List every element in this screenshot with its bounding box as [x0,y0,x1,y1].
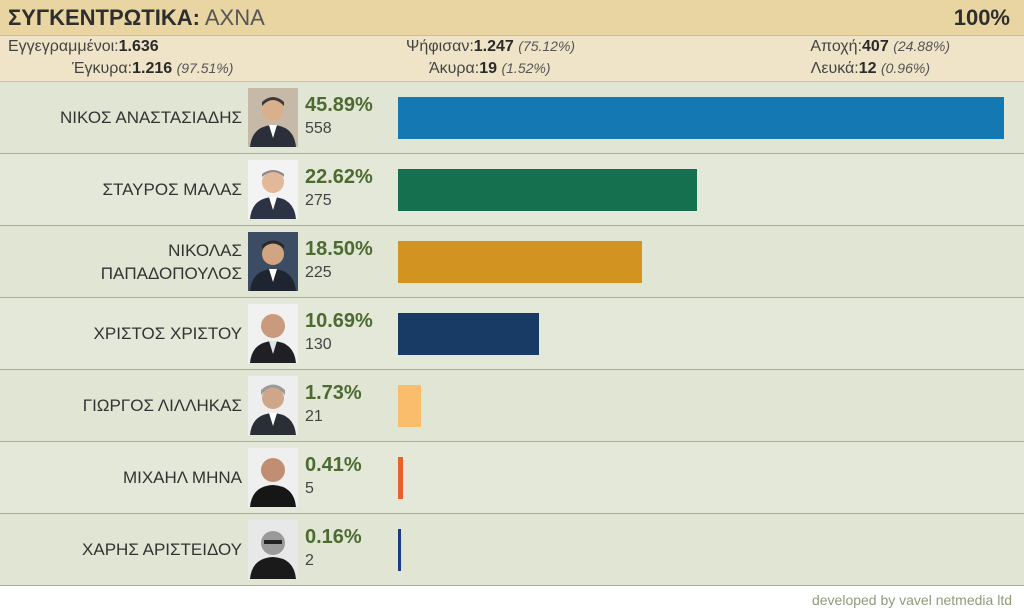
candidate-bar [398,169,697,211]
candidate-percentage: 10.69% [305,310,373,332]
valid-pct: (97.51%) [176,60,234,76]
abstention-value: 407 [862,38,889,55]
stat-registered: Εγγεγραμμένοι:1.636 [8,38,159,56]
candidate-name: ΓΙΩΡΓΟΣ ΛΙΛΛΗΚΑΣ [82,396,242,415]
candidate-name: ΧΡΙΣΤΟΣ ΧΡΙΣΤΟΥ [93,324,242,343]
candidate-votes: 130 [305,336,332,353]
candidate-percentage: 1.73% [305,382,362,404]
candidate-name: ΣΤΑΥΡΟΣ ΜΑΛΑΣ [102,180,242,199]
blank-label: Λευκά: [810,60,859,77]
candidate-votes: 21 [305,408,323,425]
candidate-name: ΝΙΚΟΛΑΣ ΠΑΠΑΔΟΠΟΥΛΟΣ [100,240,242,283]
candidate-row: ΧΑΡΗΣ ΑΡΙΣΤΕΙΔΟΥ 0.16% 2 [0,514,1024,586]
developer-credit: developed by vavel netmedia ltd [811,592,1012,608]
registered-value: 1.636 [118,38,159,55]
candidate-name: ΝΙΚΟΣ ΑΝΑΣΤΑΣΙΑΔΗΣ [60,108,242,127]
candidate-results: ΝΙΚΟΣ ΑΝΑΣΤΑΣΙΑΔΗΣ 45.89% 558 ΣΤΑΥΡΟΣ ΜΑ… [0,82,1024,586]
candidate-photo [248,88,298,147]
valid-label: Έγκυρα: [72,60,133,77]
candidate-votes: 5 [305,480,314,497]
candidate-bar [398,241,643,283]
stat-voted: Ψήφισαν:1.247 (75.12%) [406,38,575,56]
page-title: ΣΥΓΚΕΝΤΡΩΤΙΚΑ: ΑΧΝΑ [8,5,265,31]
candidate-photo [248,160,298,219]
candidate-percentage: 22.62% [305,166,373,188]
stat-abstention: Αποχή:407 (24.88%) [810,38,950,56]
candidate-row: ΝΙΚΟΣ ΑΝΑΣΤΑΣΙΑΔΗΣ 45.89% 558 [0,82,1024,154]
candidate-bar [398,529,401,571]
candidate-votes: 558 [305,120,332,137]
title-label: ΣΥΓΚΕΝΤΡΩΤΙΚΑ: [8,5,200,30]
turnout-stats: Εγγεγραμμένοι:1.636 Ψήφισαν:1.247 (75.12… [0,36,1024,82]
region-name: ΑΧΝΑ [204,5,265,30]
results-header: ΣΥΓΚΕΝΤΡΩΤΙΚΑ: ΑΧΝΑ 100% [0,0,1024,36]
candidate-photo [248,448,298,507]
candidate-votes: 2 [305,552,314,569]
candidate-row: ΝΙΚΟΛΑΣ ΠΑΠΑΔΟΠΟΥΛΟΣ 18.50% 225 [0,226,1024,298]
voted-value: 1.247 [473,38,514,55]
invalid-label: Άκυρα: [429,60,480,77]
candidate-votes: 275 [305,192,332,209]
candidate-photo [248,520,298,579]
abstention-label: Αποχή: [810,38,863,55]
candidate-percentage: 0.16% [305,526,362,548]
counted-percentage: 100% [953,5,1010,30]
voted-label: Ψήφισαν: [406,38,474,55]
candidate-photo [248,376,298,435]
candidate-photo [248,304,298,363]
blank-value: 12 [858,60,877,77]
candidate-name: ΧΑΡΗΣ ΑΡΙΣΤΕΙΔΟΥ [82,540,242,559]
candidate-row: ΧΡΙΣΤΟΣ ΧΡΙΣΤΟΥ 10.69% 130 [0,298,1024,370]
candidate-percentage: 18.50% [305,238,373,260]
invalid-pct: (1.52%) [501,60,551,76]
valid-value: 1.216 [132,60,173,77]
candidate-percentage: 0.41% [305,454,362,476]
candidate-photo [248,232,298,291]
registered-label: Εγγεγραμμένοι: [8,38,119,55]
candidate-votes: 225 [305,264,332,281]
blank-pct: (0.96%) [880,60,930,76]
voted-pct: (75.12%) [518,38,576,54]
candidate-bar [398,457,404,499]
candidate-bar [398,385,421,427]
candidate-percentage: 45.89% [305,94,373,116]
stat-blank: Λευκά:12 (0.96%) [811,60,930,78]
stat-valid: Έγκυρα:1.216 (97.51%) [72,60,233,78]
abstention-pct: (24.88%) [893,38,950,54]
candidate-bar [398,97,1004,139]
candidate-row: ΣΤΑΥΡΟΣ ΜΑΛΑΣ 22.62% 275 [0,154,1024,226]
candidate-row: ΓΙΩΡΓΟΣ ΛΙΛΛΗΚΑΣ 1.73% 21 [0,370,1024,442]
stat-invalid: Άκυρα:19 (1.52%) [429,60,551,78]
candidate-name: ΜΙΧΑΗΛ ΜΗΝΑ [122,468,242,487]
candidate-row: ΜΙΧΑΗΛ ΜΗΝΑ 0.41% 5 [0,442,1024,514]
candidate-bar [398,313,540,355]
invalid-value: 19 [479,60,498,77]
